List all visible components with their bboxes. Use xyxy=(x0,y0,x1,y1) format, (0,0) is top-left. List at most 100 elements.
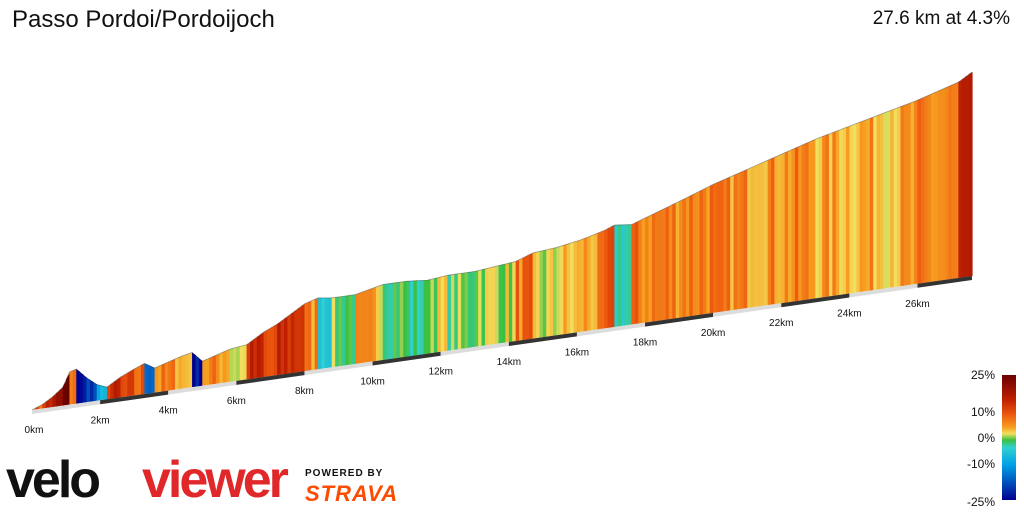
profile-segment xyxy=(437,276,442,353)
profile-segment xyxy=(471,271,476,348)
profile-segment xyxy=(672,203,677,319)
profile-segment xyxy=(478,269,483,347)
legend-label-25: 25% xyxy=(971,368,995,382)
profile-segment xyxy=(583,237,588,332)
profile-segment xyxy=(961,77,966,278)
profile-segment xyxy=(406,280,411,357)
profile-segment xyxy=(32,408,37,410)
profile-segment xyxy=(219,352,224,384)
profile-segment xyxy=(730,175,735,311)
profile-segment xyxy=(297,306,302,373)
profile-base-segment xyxy=(645,312,714,327)
profile-segment xyxy=(791,148,796,302)
profile-segment xyxy=(927,94,932,283)
profile-segment xyxy=(267,328,272,377)
x-tick-label: 8km xyxy=(295,386,314,397)
profile-segment xyxy=(692,192,697,316)
profile-segment xyxy=(563,244,568,335)
profile-segment xyxy=(212,355,217,385)
profile-segment xyxy=(69,370,74,405)
profile-segment xyxy=(706,186,711,314)
profile-segment xyxy=(35,406,40,410)
profile-segment xyxy=(464,272,469,349)
profile-segment xyxy=(903,104,908,286)
profile-segment xyxy=(287,313,292,374)
profile-segment xyxy=(716,181,721,313)
profile-segment xyxy=(941,88,946,281)
profile-segment xyxy=(103,386,108,400)
profile-segment xyxy=(474,270,479,347)
x-axis-ticks: 0km 2km 4km 6km 8km 10km 12km 14km 16km 18km 20km 2… xyxy=(25,299,930,436)
profile-segment xyxy=(794,146,799,302)
profile-segment xyxy=(828,132,833,297)
profile-segment xyxy=(205,358,210,386)
profile-segment xyxy=(750,166,755,308)
profile-segment xyxy=(484,268,489,346)
profile-segment xyxy=(852,123,857,293)
profile-segment xyxy=(641,217,646,324)
profile-segment xyxy=(55,390,60,407)
profile-segment xyxy=(277,321,282,376)
profile-segment xyxy=(89,379,94,402)
profile-segment xyxy=(229,348,234,382)
profile-segment xyxy=(566,243,571,334)
profile-segment xyxy=(318,297,323,370)
profile-segment xyxy=(532,252,537,339)
profile-base-segment xyxy=(508,332,577,347)
profile-segment xyxy=(539,250,544,338)
profile-segment xyxy=(968,72,973,277)
profile-segment xyxy=(525,254,530,340)
profile-base-segment xyxy=(304,361,373,376)
profile-segment xyxy=(733,173,738,310)
profile-segment xyxy=(801,143,806,301)
profile-segment xyxy=(876,114,881,290)
profile-segment xyxy=(658,209,663,321)
profile-segment xyxy=(301,303,306,372)
profile-segment xyxy=(495,265,500,344)
profile-segment xyxy=(345,295,350,366)
profile-segment xyxy=(662,208,667,321)
profile-base-segment xyxy=(849,283,918,298)
profile-segment xyxy=(886,110,891,289)
profile-segment xyxy=(502,263,507,343)
profile-segment xyxy=(379,284,384,361)
profile-segment xyxy=(764,160,769,306)
profile-segment xyxy=(873,115,878,291)
profile-segment xyxy=(559,245,564,335)
x-tick-label: 16km xyxy=(565,347,589,358)
profile-segment xyxy=(117,376,122,398)
profile-segment xyxy=(62,379,67,406)
profile-segment xyxy=(79,371,84,404)
profile-segment xyxy=(154,366,159,393)
profile-segment xyxy=(120,374,125,398)
profile-segment xyxy=(645,216,650,323)
profile-segment xyxy=(260,332,265,378)
profile-segment xyxy=(702,187,707,315)
profile-segment xyxy=(771,157,776,305)
legend-label-10: 10% xyxy=(971,405,995,419)
profile-segment xyxy=(597,231,602,330)
strava-logo: STRAVA xyxy=(305,481,399,506)
profile-segment xyxy=(147,364,152,394)
profile-segment xyxy=(341,295,346,366)
profile-segment xyxy=(781,152,786,304)
profile-segment xyxy=(522,256,527,341)
x-tick-label: 6km xyxy=(227,396,246,407)
profile-segment xyxy=(239,345,244,381)
profile-segment xyxy=(158,365,163,393)
profile-segment xyxy=(72,369,77,405)
profile-segment xyxy=(420,280,425,355)
profile-segment xyxy=(396,282,401,359)
profile-segment xyxy=(556,246,561,336)
profile-segment xyxy=(270,326,275,377)
profile-segment xyxy=(175,357,180,390)
profile-segment xyxy=(348,295,353,365)
profile-segment xyxy=(621,224,626,327)
profile-segment xyxy=(553,247,558,336)
profile-segment xyxy=(447,274,452,351)
profile-segment xyxy=(723,178,728,312)
profile-segment xyxy=(743,169,748,309)
profile-segment xyxy=(93,382,98,402)
profile-base-segment xyxy=(32,400,101,414)
x-tick-label: 12km xyxy=(428,367,452,378)
